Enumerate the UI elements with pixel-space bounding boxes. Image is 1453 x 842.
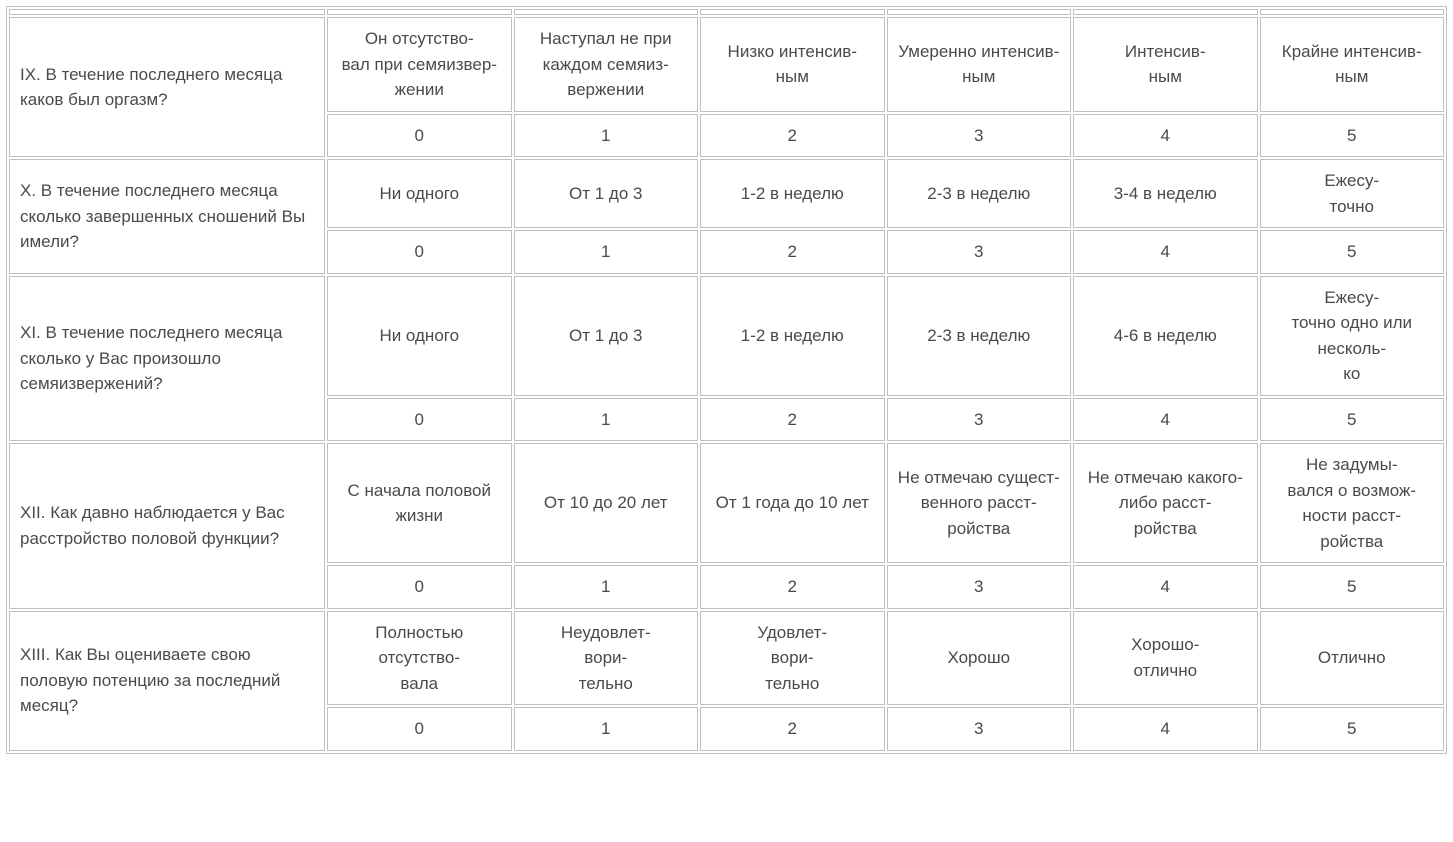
answer-cell: Интенсив-ным (1073, 17, 1258, 112)
score-cell: 2 (700, 114, 885, 158)
score-cell: 3 (887, 230, 1072, 274)
answer-cell: Полностью отсутство-вала (327, 611, 512, 706)
score-cell: 3 (887, 114, 1072, 158)
answer-cell: Ни одного (327, 159, 512, 228)
score-cell: 2 (700, 707, 885, 751)
score-cell: 3 (887, 565, 1072, 609)
answer-cell: От 10 до 20 лет (514, 443, 699, 563)
score-cell: 2 (700, 398, 885, 442)
score-cell: 0 (327, 398, 512, 442)
score-cell: 0 (327, 565, 512, 609)
answer-cell: Ежесу-точно (1260, 159, 1445, 228)
answer-cell: 1-2 в неделю (700, 276, 885, 396)
header-spacer-cell (327, 9, 512, 15)
question-cell: X. В течение последнего месяца сколько з… (9, 159, 325, 274)
answer-cell: 2-3 в неделю (887, 159, 1072, 228)
answer-cell: Наступал не при каждом семяиз-вержении (514, 17, 699, 112)
answer-cell: От 1 до 3 (514, 159, 699, 228)
header-spacer-cell (514, 9, 699, 15)
answer-cell: Не отмечаю сущест-венного расст-ройства (887, 443, 1072, 563)
answer-cell: Удовлет-вори-тельно (700, 611, 885, 706)
score-cell: 2 (700, 230, 885, 274)
score-cell: 3 (887, 707, 1072, 751)
score-cell: 5 (1260, 707, 1445, 751)
answer-cell: Низко интенсив-ным (700, 17, 885, 112)
answer-cell: Хорошо-отлично (1073, 611, 1258, 706)
score-cell: 5 (1260, 565, 1445, 609)
answer-cell: От 1 до 3 (514, 276, 699, 396)
header-spacer-cell (700, 9, 885, 15)
answer-cell: С начала половой жизни (327, 443, 512, 563)
question-cell: XII. Как давно наблюдается у Вас расстро… (9, 443, 325, 609)
answer-cell: Умеренно интенсив-ным (887, 17, 1072, 112)
answer-cell: Не отмечаю какого-либо расст-ройства (1073, 443, 1258, 563)
score-cell: 5 (1260, 398, 1445, 442)
score-cell: 0 (327, 230, 512, 274)
score-cell: 5 (1260, 230, 1445, 274)
answer-cell: От 1 года до 10 лет (700, 443, 885, 563)
header-spacer-cell (1073, 9, 1258, 15)
answer-cell: 1-2 в неделю (700, 159, 885, 228)
answer-cell: Хорошо (887, 611, 1072, 706)
answer-cell: Крайне интенсив-ным (1260, 17, 1445, 112)
answer-cell: Не задумы-вался о возмож-ности расст-рой… (1260, 443, 1445, 563)
answer-cell: Неудовлет-вори-тельно (514, 611, 699, 706)
header-spacer-cell (9, 9, 325, 15)
score-cell: 1 (514, 565, 699, 609)
score-cell: 4 (1073, 707, 1258, 751)
question-cell: IX. В течение последнего месяца каков бы… (9, 17, 325, 157)
score-cell: 0 (327, 707, 512, 751)
score-cell: 4 (1073, 398, 1258, 442)
answer-cell: 4-6 в неделю (1073, 276, 1258, 396)
answer-cell: 2-3 в неделю (887, 276, 1072, 396)
score-cell: 1 (514, 114, 699, 158)
score-cell: 5 (1260, 114, 1445, 158)
answer-cell: 3-4 в неделю (1073, 159, 1258, 228)
question-cell: XI. В течение последнего месяца сколько … (9, 276, 325, 442)
score-cell: 4 (1073, 114, 1258, 158)
score-cell: 4 (1073, 565, 1258, 609)
score-cell: 2 (700, 565, 885, 609)
question-cell: XIII. Как Вы оцениваете свою половую пот… (9, 611, 325, 751)
header-spacer-cell (887, 9, 1072, 15)
answer-cell: Он отсутство-вал при семяизвер-жении (327, 17, 512, 112)
score-cell: 1 (514, 230, 699, 274)
score-cell: 0 (327, 114, 512, 158)
answer-cell: Ни одного (327, 276, 512, 396)
score-cell: 1 (514, 398, 699, 442)
header-spacer-cell (1260, 9, 1445, 15)
answer-cell: Ежесу-точно одно или несколь-ко (1260, 276, 1445, 396)
answer-cell: Отлично (1260, 611, 1445, 706)
score-cell: 4 (1073, 230, 1258, 274)
score-cell: 1 (514, 707, 699, 751)
score-cell: 3 (887, 398, 1072, 442)
questionnaire-table: IX. В течение последнего месяца каков бы… (6, 6, 1447, 754)
